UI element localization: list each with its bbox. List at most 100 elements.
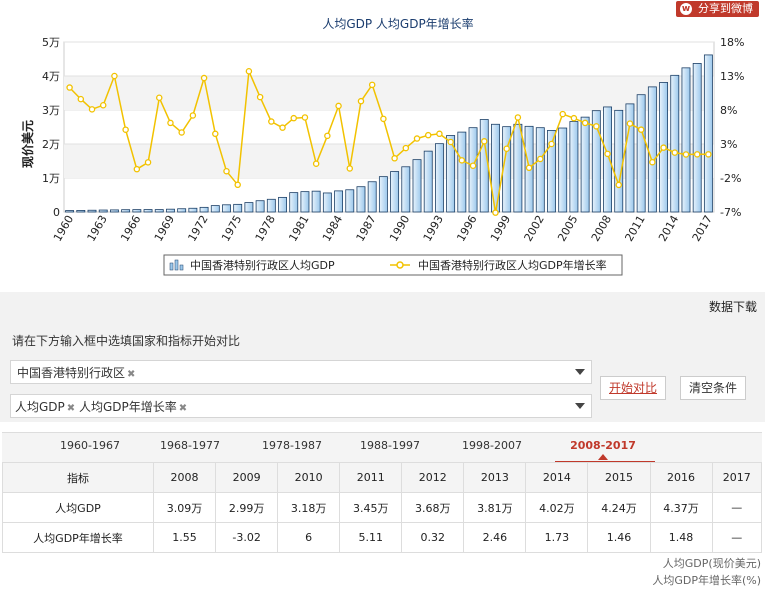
tab-1968-1977[interactable]: 1968-1977 [160,439,220,452]
growth-line-path [69,68,709,213]
gdp-bar [76,210,86,213]
remove-indicator-icon[interactable]: ✖ [66,403,76,414]
gdp-bar [322,192,332,213]
growth-point [189,112,197,119]
growth-point [77,95,85,103]
gdp-bar [513,123,523,213]
gdp-bar [703,54,713,213]
gdp-bar [547,129,556,213]
growth-point [223,167,230,175]
country-select[interactable]: 中国香港特别行政区 ✖ [10,360,592,384]
growth-point [346,165,354,172]
x-tick-label: 1969 [152,213,177,244]
growth-point [514,114,522,121]
growth-point [88,106,96,113]
table-header-cell: 2016 [649,462,713,493]
gdp-bar [468,127,478,213]
table-cell: 1.46 [587,522,651,553]
growth-point [503,145,510,153]
table-cell: 3.09万 [152,492,217,523]
x-tick-label: 2011 [622,213,647,244]
footer-note-gdp: 人均GDP(现价美元) [662,557,761,570]
country-tag: 中国香港特别行政区 ✖ [17,364,135,381]
table-cell: 人均GDP年增长率 [2,522,154,553]
gdp-bar [457,131,467,213]
share-weibo-button[interactable]: w 分享到微博 [676,1,759,17]
table-cell: 5.11 [339,522,403,553]
growth-point [682,151,690,158]
data-download-link[interactable]: 数据下载 [708,300,757,314]
gdp-bar [614,109,624,213]
y-axis-label: 现价美元 [20,120,35,168]
legend-line-label: 中国香港特别行政区人均GDP年增长率 [418,258,607,272]
gdp-bar [681,67,691,213]
x-tick-label: 1972 [185,213,210,244]
x-tick-label: 1978 [253,213,278,244]
tab-1998-2007[interactable]: 1998-2007 [462,439,522,452]
data-table: 指标 2008 2009 2010 2011 2012 2013 2014 20… [2,462,763,553]
gdp-bar [446,135,456,213]
gdp-bar [311,190,321,213]
clear-conditions-button[interactable]: 清空条件 [680,376,747,400]
y-tick-label: 2万 [42,138,60,151]
y2-tick-label: -2% [720,172,741,185]
gdp-bar [356,186,366,213]
chevron-down-icon[interactable] [575,403,585,409]
chevron-down-icon[interactable] [575,369,585,375]
table-cell: 3.45万 [339,492,403,523]
table-cell: 1.55 [152,522,217,553]
gdp-bar [647,86,657,213]
table-header-cell: 2013 [463,462,527,493]
growth-point [156,94,163,102]
tab-1978-1987[interactable]: 1978-1987 [262,439,322,452]
decade-tabs: 1960-1967 1968-1977 1978-1987 1988-1997 … [2,432,762,463]
gdp-bar [244,202,254,213]
y2-tick-label: 3% [720,138,737,151]
tab-2008-2017[interactable]: 2008-2017 [570,439,636,452]
remove-indicator-icon[interactable]: ✖ [178,403,188,414]
growth-point [357,97,365,105]
table-cell: 2.46 [463,522,527,553]
gdp-bar [636,94,646,213]
y-tick-label: 3万 [42,104,60,117]
table-cell: — [711,522,763,553]
x-tick-label: 1996 [454,213,479,244]
gdp-bar [289,192,299,213]
indicator-tag-label: 人均GDP年增长率 [79,400,177,414]
x-tick-label: 2017 [690,213,715,244]
x-tick-label: 2014 [656,213,681,244]
gdp-bar [580,116,590,213]
table-cell: 1.73 [525,522,589,553]
growth-point [447,138,454,146]
y2-axis-ticks: -7% -2% 3% 8% 13% 18% [720,36,744,219]
table-header-cell: 2008 [152,462,217,493]
table-cell: 6 [277,522,341,553]
growth-point [424,131,432,139]
legend: 中国香港特别行政区人均GDP 中国香港特别行政区人均GDP年增长率 [163,254,623,276]
growth-point [66,84,73,91]
active-tab-arrow [598,454,608,460]
indicator-select[interactable]: 人均GDP ✖ 人均GDP年增长率 ✖ [10,394,592,418]
legend-line-icon [390,261,410,269]
gdp-bar [434,143,444,213]
growth-point [660,144,667,151]
growth-point [178,129,185,136]
growth-point [133,165,141,173]
tab-1960-1967[interactable]: 1960-1967 [60,439,120,452]
gdp-bar [143,209,153,213]
grid-band [64,76,714,110]
remove-country-icon[interactable]: ✖ [127,369,136,380]
gdp-bar [266,198,276,213]
table-header-cell: 2015 [587,462,651,493]
gdp-bar [199,206,209,213]
tab-1988-1997[interactable]: 1988-1997 [360,439,420,452]
gdp-bar [423,150,433,213]
growth-point [469,162,477,170]
gdp-bar [692,63,702,213]
gdp-bar [558,127,568,213]
growth-point [548,140,555,148]
growth-point [212,130,219,138]
growth-point [615,181,622,189]
gdp-bar [412,159,422,213]
start-compare-button[interactable]: 开始对比 [600,376,667,400]
